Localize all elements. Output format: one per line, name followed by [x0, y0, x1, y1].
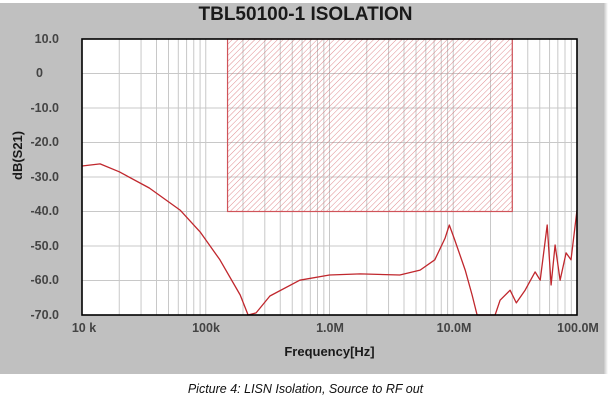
chart-title: TBL50100-1 ISOLATION	[198, 4, 413, 25]
y-tick: -50.0	[30, 239, 60, 253]
y-tick: -30.0	[30, 170, 60, 184]
figure-caption: Picture 4: LISN Isolation, Source to RF …	[187, 382, 424, 396]
y-tick: -60.0	[30, 273, 60, 287]
x-tick: 10 k	[71, 321, 97, 335]
y-tick: -70.0	[30, 308, 60, 322]
x-tick: 100.0M	[557, 321, 599, 335]
y-tick: -10.0	[30, 101, 60, 115]
y-tick: 0	[36, 66, 43, 80]
x-tick: 1.0M	[316, 321, 344, 335]
x-tick: 10.0M	[436, 321, 472, 335]
y-tick: -40.0	[30, 204, 60, 218]
isolation-curve	[81, 163, 578, 316]
x-axis-label: Frequency[Hz]	[284, 344, 375, 359]
plot-frame	[81, 38, 578, 316]
y-tick: -20.0	[30, 135, 60, 149]
spec-limit-hatched-region	[226, 38, 513, 213]
x-tick: 100k	[192, 321, 220, 335]
panel-shadow	[603, 3, 608, 374]
y-tick: 10.0	[34, 32, 59, 46]
